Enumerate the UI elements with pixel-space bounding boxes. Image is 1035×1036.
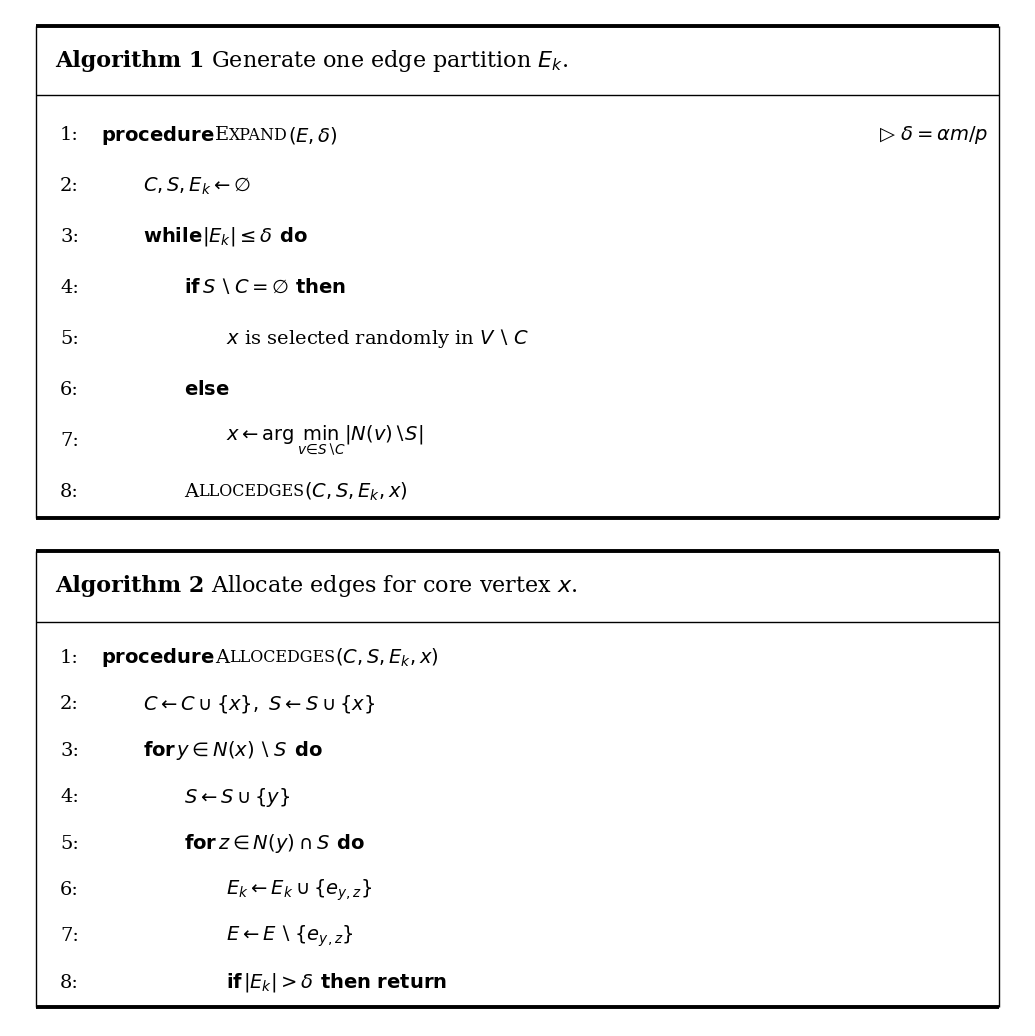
Text: 5:: 5: — [60, 835, 79, 853]
Text: $C \leftarrow C \cup \{x\},\ S \leftarrow S \cup \{x\}$: $C \leftarrow C \cup \{x\},\ S \leftarro… — [143, 693, 375, 715]
Text: $\bf{\ do}$: $\bf{\ do}$ — [329, 834, 364, 853]
Text: 5:: 5: — [60, 329, 79, 348]
Text: $z \in N(y) \cap S$: $z \in N(y) \cap S$ — [217, 832, 329, 855]
Text: $S \leftarrow S \cup \{y\}$: $S \leftarrow S \cup \{y\}$ — [184, 785, 291, 809]
Text: $\bf{for\ }$: $\bf{for\ }$ — [143, 741, 176, 760]
Text: $E \leftarrow E \setminus \{e_{y,z}\}$: $E \leftarrow E \setminus \{e_{y,z}\}$ — [226, 924, 353, 949]
Text: Algorithm 2: Algorithm 2 — [55, 575, 204, 598]
Text: 3:: 3: — [60, 228, 79, 246]
Text: $\bf{\ then}$: $\bf{\ then}$ — [289, 279, 346, 297]
Text: $\bf{for\ }$: $\bf{for\ }$ — [184, 834, 217, 853]
Text: $\bf{else}$: $\bf{else}$ — [184, 380, 230, 399]
Text: $\bf{procedure\ }$: $\bf{procedure\ }$ — [101, 646, 215, 669]
Text: $\bf{\ do}$: $\bf{\ do}$ — [273, 227, 308, 247]
Text: 1:: 1: — [60, 126, 79, 144]
Text: $E_k \leftarrow E_k \cup \{e_{y,z}\}$: $E_k \leftarrow E_k \cup \{e_{y,z}\}$ — [226, 877, 373, 902]
Text: $\bf{if\ }$: $\bf{if\ }$ — [184, 279, 202, 297]
Text: Allocate edges for core vertex $x$.: Allocate edges for core vertex $x$. — [204, 573, 578, 600]
Text: $\triangleright\ \delta = \alpha m/p$: $\triangleright\ \delta = \alpha m/p$ — [880, 124, 988, 146]
Text: 3:: 3: — [60, 742, 79, 759]
Text: $(C,S,E_k,x)$: $(C,S,E_k,x)$ — [304, 481, 408, 502]
Text: $x \leftarrow \arg\min_{v \in S\setminus C} |N(v) \setminus S|$: $x \leftarrow \arg\min_{v \in S\setminus… — [226, 424, 423, 457]
Text: 4:: 4: — [60, 788, 79, 806]
Text: $|E_k| > \delta$: $|E_k| > \delta$ — [243, 972, 314, 995]
Text: $y \in N(x) \setminus S$: $y \in N(x) \setminus S$ — [176, 739, 288, 762]
Text: 4:: 4: — [60, 279, 79, 296]
Text: 7:: 7: — [60, 432, 79, 450]
Text: 2:: 2: — [60, 177, 79, 195]
Text: Generate one edge partition $E_k$.: Generate one edge partition $E_k$. — [204, 48, 568, 74]
Text: 6:: 6: — [60, 881, 79, 899]
Text: E: E — [215, 126, 229, 144]
Text: Algorithm 1: Algorithm 1 — [55, 50, 204, 71]
Text: $C,S,E_k \leftarrow \emptyset$: $C,S,E_k \leftarrow \emptyset$ — [143, 175, 252, 197]
Text: $\bf{\ then\ return}$: $\bf{\ then\ return}$ — [314, 974, 447, 992]
Text: LLOCEDGES: LLOCEDGES — [229, 650, 335, 666]
Text: $\bf{procedure\ }$: $\bf{procedure\ }$ — [101, 123, 215, 146]
Text: LLOCEDGES: LLOCEDGES — [199, 483, 304, 500]
Text: $|E_k| \leq \delta$: $|E_k| \leq \delta$ — [203, 226, 273, 249]
Text: $\bf{\ do}$: $\bf{\ do}$ — [288, 741, 323, 760]
Text: $(C,S,E_k,x)$: $(C,S,E_k,x)$ — [335, 646, 439, 669]
Text: 7:: 7: — [60, 927, 79, 946]
Text: 8:: 8: — [60, 974, 79, 991]
Text: 2:: 2: — [60, 695, 79, 713]
Text: 6:: 6: — [60, 380, 79, 399]
Text: $S \setminus C = \emptyset$: $S \setminus C = \emptyset$ — [202, 279, 289, 297]
Text: $\bf{while\ }$: $\bf{while\ }$ — [143, 227, 203, 247]
Text: $x$ is selected randomly in $V \setminus C$: $x$ is selected randomly in $V \setminus… — [226, 327, 528, 350]
Text: 1:: 1: — [60, 649, 79, 667]
Text: 8:: 8: — [60, 483, 79, 500]
Text: $\bf{if\ }$: $\bf{if\ }$ — [226, 974, 243, 992]
Text: A: A — [184, 483, 199, 500]
Text: $(E,\delta)$: $(E,\delta)$ — [288, 124, 337, 145]
Text: XPAND: XPAND — [229, 126, 288, 144]
Text: A: A — [215, 649, 229, 667]
